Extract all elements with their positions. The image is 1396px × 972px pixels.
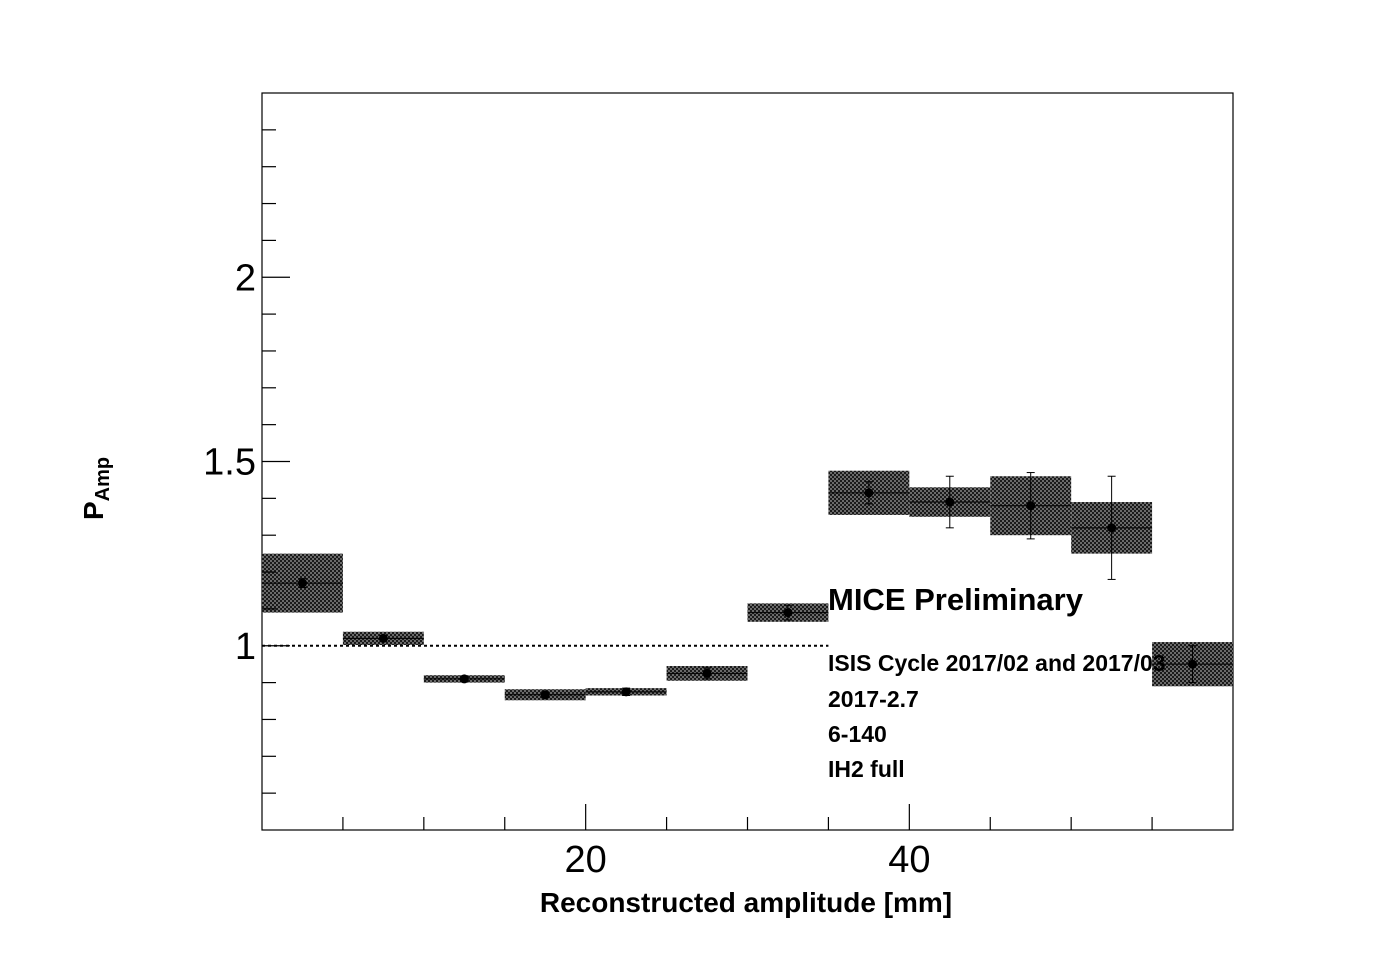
data-points [262, 472, 1233, 700]
x-axis-ticks: 20 40 [342, 804, 1153, 881]
data-point [945, 497, 955, 507]
data-point [297, 578, 307, 588]
annotation-title: MICE Preliminary [828, 582, 1084, 617]
data-point [378, 633, 388, 643]
y-axis-title: PAmp [78, 457, 114, 520]
annotation-line: 2017-2.7 [828, 686, 919, 712]
y-axis-ticks: 11.52 [203, 129, 290, 794]
y-tick-label: 1.5 [203, 442, 256, 484]
data-point [1107, 523, 1117, 533]
svg-text:PAmp: PAmp [78, 457, 114, 520]
annotation-line: IH2 full [828, 756, 905, 782]
annotation-line: ISIS Cycle 2017/02 and 2017/03 [828, 650, 1166, 676]
data-point [702, 668, 712, 678]
y-axis-title-main: P [78, 501, 109, 520]
data-point [459, 674, 469, 684]
x-tick-label: 40 [888, 839, 930, 881]
data-point [1026, 501, 1036, 511]
data-point [1188, 659, 1198, 669]
data-point [621, 687, 631, 697]
annotation-line: 6-140 [828, 721, 887, 747]
x-tick-label: 20 [565, 839, 607, 881]
y-axis-title-sub: Amp [92, 457, 114, 501]
annotation-block: MICE Preliminary ISIS Cycle 2017/02 and … [828, 582, 1166, 782]
data-point [540, 690, 550, 700]
plot-frame [261, 92, 1234, 831]
data-point [783, 608, 793, 618]
data-point [864, 488, 874, 498]
x-axis-title: Reconstructed amplitude [mm] [540, 887, 952, 918]
y-tick-label: 1 [235, 626, 256, 668]
y-tick-label: 2 [235, 257, 256, 299]
